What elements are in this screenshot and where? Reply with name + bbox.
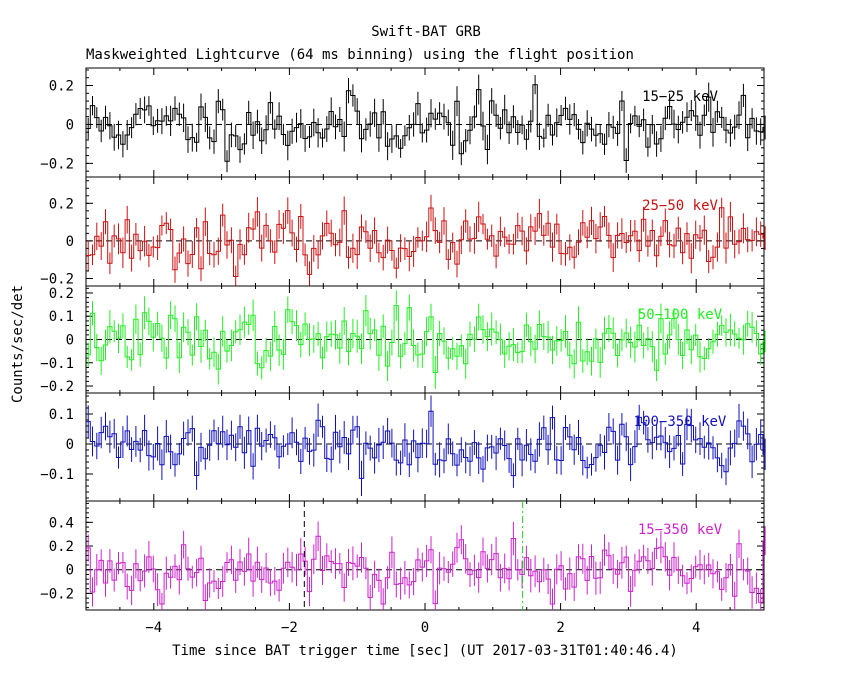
band-label: 100−350 keV: [634, 414, 727, 430]
y-tick-label: 0.1: [49, 407, 74, 423]
y-tick-label: 0: [66, 437, 74, 453]
chart-subtitle: Maskweighted Lightcurve (64 ms binning) …: [86, 47, 634, 63]
y-tick-label: 0: [66, 234, 74, 250]
panel-frame: [85, 392, 765, 502]
y-tick-label: 0: [66, 117, 74, 133]
y-tick-label: −0.1: [40, 356, 74, 372]
error-bars: [87, 74, 766, 173]
error-bars: [87, 194, 766, 286]
y-tick-label: −0.1: [40, 467, 74, 483]
error-bars: [87, 290, 766, 389]
lightcurve-steps: [86, 535, 764, 605]
y-tick-label: 0.2: [49, 196, 74, 212]
panel-3: −0.2 −0.1 0 0.1 0.2 50−100 keV: [40, 285, 766, 395]
x-tick-label: 0: [421, 620, 429, 636]
band-label: 15−350 keV: [638, 522, 723, 538]
y-tick-label: −0.2: [40, 379, 74, 395]
x-tick-label: −4: [145, 620, 162, 636]
y-tick-label: −0.2: [40, 271, 74, 287]
panels-group: −0.200.215−25 keV−0.200.2 25−50 keV−0.2−0…: [40, 67, 766, 636]
y-tick-label: 0.2: [49, 286, 74, 302]
x-axis-label: Time since BAT trigger time [sec] (UT 20…: [172, 643, 678, 659]
x-tick-label: 4: [692, 620, 700, 636]
y-tick-label: 0.4: [49, 515, 74, 531]
error-bars: [87, 521, 766, 610]
y-tick-label: 0.2: [49, 539, 74, 555]
y-tick-label: 0: [66, 333, 74, 349]
y-axis-label: Counts/sec/det: [10, 285, 26, 403]
y-tick-label: −0.2: [40, 156, 74, 172]
panel-frame: [85, 67, 765, 178]
band-label: 25−50 keV: [642, 198, 718, 214]
panel-5: −0.2 0 0.2 0.4 15−350 keV: [40, 500, 766, 611]
band-label: 50−100 keV: [638, 307, 723, 323]
y-tick-label: 0: [66, 563, 74, 579]
y-tick-label: −0.2: [40, 586, 74, 602]
y-tick-label: 0.2: [49, 79, 74, 95]
panel-frame: [85, 500, 765, 611]
chart-title: Swift-BAT GRB: [371, 24, 481, 40]
x-tick-label: 2: [556, 620, 564, 636]
band-label: 15−25 keV: [642, 89, 718, 105]
panel-2: −0.2 0 0.2 25−50 keV: [40, 176, 766, 287]
y-tick-label: 0.1: [49, 309, 74, 325]
x-tick-label: −2: [281, 620, 298, 636]
error-bars: [87, 395, 766, 496]
panel-1: −0.2 0 0.2 15−25 keV: [40, 67, 766, 178]
panel-4: −0.1 0 0.1 100−350 keV: [40, 392, 766, 502]
